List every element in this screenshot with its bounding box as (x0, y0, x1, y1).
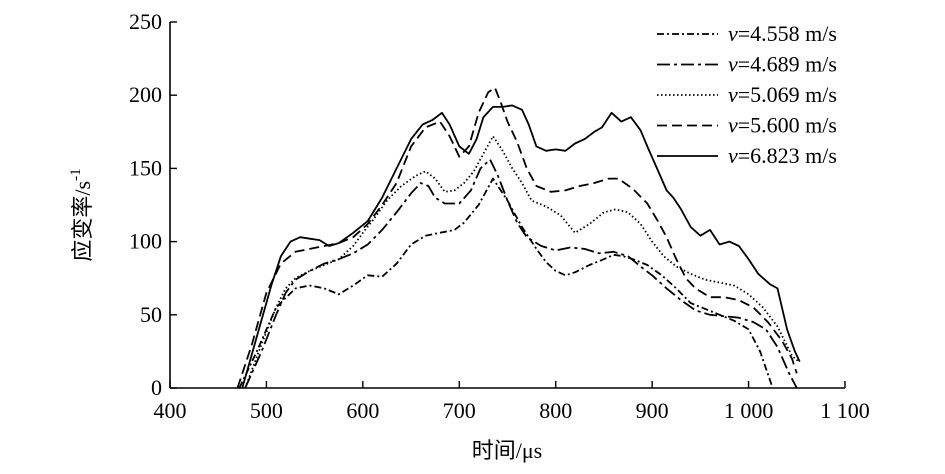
x-tick-label: 1 000 (724, 398, 774, 423)
legend-label-value: =6.823 m/s (738, 143, 837, 168)
series-layer (236, 87, 801, 389)
legend-label-value: =5.600 m/s (738, 113, 837, 138)
x-tick-label: 600 (346, 398, 379, 423)
y-axis-label-superscript: -1 (68, 168, 84, 181)
plot-frame (169, 22, 845, 389)
legend-label-variable: v (728, 143, 738, 168)
legend-label-5: v=6.823 m/s (728, 143, 837, 168)
y-tick-label: 200 (129, 82, 162, 107)
legend-label-value: =4.558 m/s (738, 21, 837, 46)
legend-label-1: v=4.558 m/s (728, 21, 837, 46)
x-tick-label: 500 (250, 398, 283, 423)
legend-label-variable: v (728, 21, 738, 46)
legend: v=4.558 m/sv=4.689 m/sv=5.069 m/sv=5.600… (657, 21, 837, 168)
x-tick-label: 1 100 (820, 398, 870, 423)
x-axis-label: 时间/μs (472, 438, 542, 463)
series-line-3 (244, 135, 800, 389)
x-tick-label: 400 (154, 398, 187, 423)
y-axis-label-main: 应变率/s (70, 181, 95, 262)
legend-label-value: =5.069 m/s (738, 82, 837, 107)
series-line-2 (244, 158, 798, 389)
y-tick-label: 0 (151, 375, 162, 400)
y-tick-label: 100 (129, 229, 162, 254)
x-tick-label: 900 (636, 398, 669, 423)
y-tick-label: 250 (129, 9, 162, 34)
series-line-1 (238, 177, 774, 389)
x-axis-ticks: 400 500 600 700 800 900 1 000 1 100 (154, 381, 870, 423)
legend-label-value: =4.689 m/s (738, 52, 837, 77)
svg-text:应变率/s-1: 应变率/s-1 (68, 168, 95, 261)
legend-label-variable: v (728, 52, 738, 77)
legend-label-3: v=5.069 m/s (728, 82, 837, 107)
y-tick-label: 150 (129, 155, 162, 180)
y-tick-label: 50 (140, 302, 162, 327)
series-line-5 (241, 104, 801, 389)
x-tick-label: 700 (443, 398, 476, 423)
y-axis-label: 应变率/s-1 (68, 168, 95, 261)
legend-label-variable: v (728, 82, 738, 107)
x-tick-label: 800 (539, 398, 572, 423)
legend-label-4: v=5.600 m/s (728, 113, 837, 138)
legend-label-variable: v (728, 113, 738, 138)
series-line-4 (236, 87, 798, 389)
legend-label-2: v=4.689 m/s (728, 52, 837, 77)
y-axis-ticks: 0 50 100 150 200 250 (129, 9, 177, 400)
